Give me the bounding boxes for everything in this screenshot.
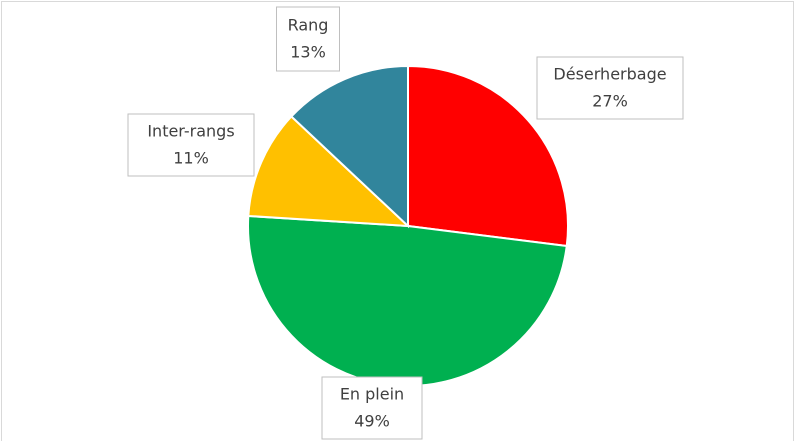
category-label: Déserherbage	[553, 65, 666, 84]
pie-slice	[407, 64, 569, 248]
pie-slice	[247, 115, 411, 228]
value-label: 13%	[290, 43, 326, 62]
category-label: Inter-rangs	[147, 122, 234, 141]
value-label: 11%	[173, 149, 209, 168]
label-box	[127, 113, 255, 177]
value-label: 27%	[592, 92, 628, 111]
pie-slice	[289, 64, 409, 229]
value-label: 49%	[354, 412, 390, 431]
category-label: Rang	[288, 16, 329, 35]
label-box	[276, 6, 340, 72]
label-box	[321, 376, 423, 440]
label-box	[536, 56, 684, 120]
category-label: En plein	[340, 385, 404, 404]
